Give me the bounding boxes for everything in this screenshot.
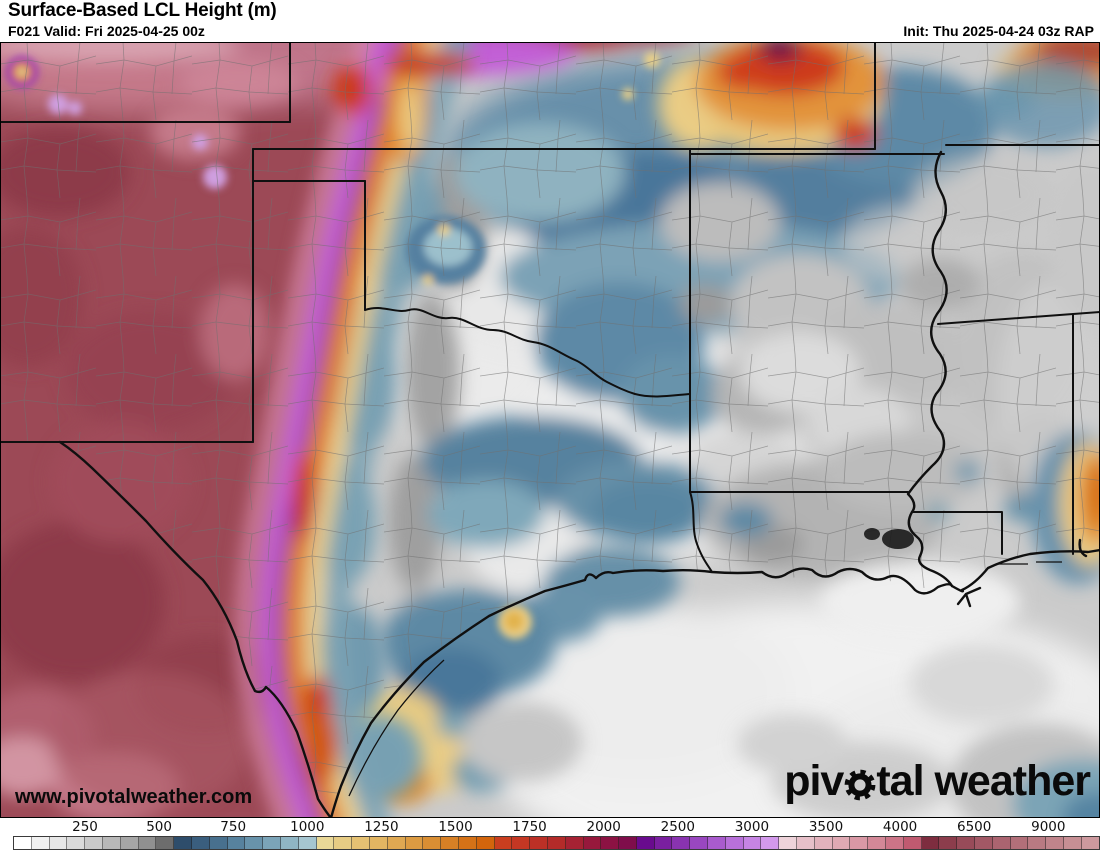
colorbar-cell bbox=[619, 837, 637, 849]
rivers-and-coastline bbox=[58, 150, 1100, 818]
colorbar-cell bbox=[761, 837, 780, 849]
colorbar-cell bbox=[298, 837, 317, 849]
colorbar-cell bbox=[832, 837, 851, 849]
colorbar-cell bbox=[102, 837, 121, 849]
colorbar-cell bbox=[992, 837, 1011, 849]
logo-text-prefix: piv bbox=[784, 757, 844, 805]
colorbar-tick-label: 2000 bbox=[586, 819, 621, 835]
colorbar-cell bbox=[512, 837, 531, 849]
colorbar-cell bbox=[850, 837, 869, 849]
colorbar-tick-label: 3500 bbox=[808, 819, 844, 835]
colorbar-cell bbox=[14, 837, 32, 849]
valid-time-label: F021 Valid: Fri 2025-04-25 00z bbox=[8, 23, 205, 39]
colorbar-cell bbox=[352, 837, 370, 849]
page-title: Surface-Based LCL Height (m) bbox=[8, 0, 277, 21]
colorbar-cell bbox=[156, 837, 175, 849]
colorbar-cell bbox=[405, 837, 424, 849]
colorbar-cell bbox=[547, 837, 566, 849]
logo-text-suffix: tal weather bbox=[876, 757, 1091, 805]
colorbar-cell bbox=[334, 837, 353, 849]
colorbar-cell bbox=[565, 837, 584, 849]
colorbar-cell bbox=[530, 837, 548, 849]
colorbar-tick-label: 1000 bbox=[290, 819, 325, 835]
colorbar-cell bbox=[31, 837, 50, 849]
colorbar-cell bbox=[120, 837, 139, 849]
colorbar-cell bbox=[957, 837, 976, 849]
colorbar-tick-label: 2500 bbox=[660, 819, 695, 835]
gear-icon bbox=[842, 767, 878, 803]
lake-pontchartrain bbox=[864, 528, 914, 549]
colorbar-cell bbox=[280, 837, 299, 849]
site-watermark: www.pivotalweather.com bbox=[15, 786, 253, 808]
colorbar-cell bbox=[316, 837, 335, 849]
colorbar-cell bbox=[601, 837, 620, 849]
colorbar-cell bbox=[245, 837, 264, 849]
colorbar-cell bbox=[583, 837, 602, 849]
colorbar-cell bbox=[1081, 837, 1099, 849]
map-header: Surface-Based LCL Height (m) F021 Valid:… bbox=[0, 0, 1100, 42]
colorbar-tick-label: 1750 bbox=[512, 819, 547, 835]
colorbar-cell bbox=[423, 837, 442, 849]
colorbar-cell bbox=[903, 837, 922, 849]
colorbar-tick-labels: 250 500 750 1000 1250 1500 1750 2000 2500 3000 350… bbox=[0, 818, 1100, 836]
barrier-islands bbox=[348, 561, 1062, 797]
colorbar-tick-label: 500 bbox=[146, 819, 172, 835]
colorbar-cell bbox=[708, 837, 726, 849]
init-time-label: Init: Thu 2025-04-24 03z RAP bbox=[903, 23, 1094, 39]
colorbar-tick-label: 9000 bbox=[1031, 819, 1066, 835]
colorbar-tick-label: 1250 bbox=[364, 819, 399, 835]
colorbar-tick-label: 250 bbox=[72, 819, 98, 835]
lcl-height-map: www.pivotalweather.com piv tal weather bbox=[0, 42, 1100, 818]
colorbar-cell bbox=[209, 837, 228, 849]
brand-logo: piv tal weather bbox=[784, 757, 1091, 805]
colorbar-cell bbox=[494, 837, 513, 849]
colorbar-cell bbox=[387, 837, 406, 849]
colorbar-cell bbox=[654, 837, 673, 849]
colorbar-cell bbox=[458, 837, 477, 849]
colorbar-cell bbox=[868, 837, 887, 849]
colorbar-tick-label: 750 bbox=[220, 819, 247, 835]
colorbar-cell bbox=[690, 837, 709, 849]
colorbar-tick-label: 1500 bbox=[438, 819, 473, 835]
colorbar-tick-label: 6500 bbox=[957, 819, 992, 835]
colorbar-cell bbox=[263, 837, 281, 849]
state-boundaries bbox=[0, 42, 1100, 573]
colorbar-cell bbox=[227, 837, 246, 849]
colorbar-cell bbox=[85, 837, 103, 849]
colorbar-cell bbox=[921, 837, 940, 849]
colorbar-cell bbox=[725, 837, 744, 849]
colorbar-cell bbox=[636, 837, 655, 849]
colorbar-cell bbox=[174, 837, 192, 849]
colorbar-cell bbox=[369, 837, 388, 849]
colorbar-cell bbox=[779, 837, 798, 849]
colorbar-cell bbox=[67, 837, 86, 849]
colorbar-cell bbox=[1064, 837, 1082, 849]
colorbar-cell bbox=[1028, 837, 1047, 849]
colorbar-cell bbox=[1010, 837, 1029, 849]
lcl-map-plot bbox=[0, 42, 1100, 818]
colorbar-cell bbox=[939, 837, 958, 849]
colorbar-tick-label: 4000 bbox=[882, 819, 918, 835]
colorbar-cell bbox=[138, 837, 157, 849]
colorbar-cell bbox=[1046, 837, 1065, 849]
colorbar-cell bbox=[975, 837, 993, 849]
colorbar-cell bbox=[814, 837, 833, 849]
colorbar-cell bbox=[672, 837, 691, 849]
colorbar-cell bbox=[743, 837, 762, 849]
colorbar-cell bbox=[797, 837, 815, 849]
colorbar bbox=[13, 836, 1100, 850]
colorbar-cell bbox=[441, 837, 459, 849]
colorbar-cell bbox=[191, 837, 210, 849]
colorbar-cell bbox=[49, 837, 68, 849]
colorbar-cell bbox=[476, 837, 495, 849]
colorbar-cell bbox=[886, 837, 904, 849]
colorbar-tick-label: 3000 bbox=[734, 819, 770, 835]
